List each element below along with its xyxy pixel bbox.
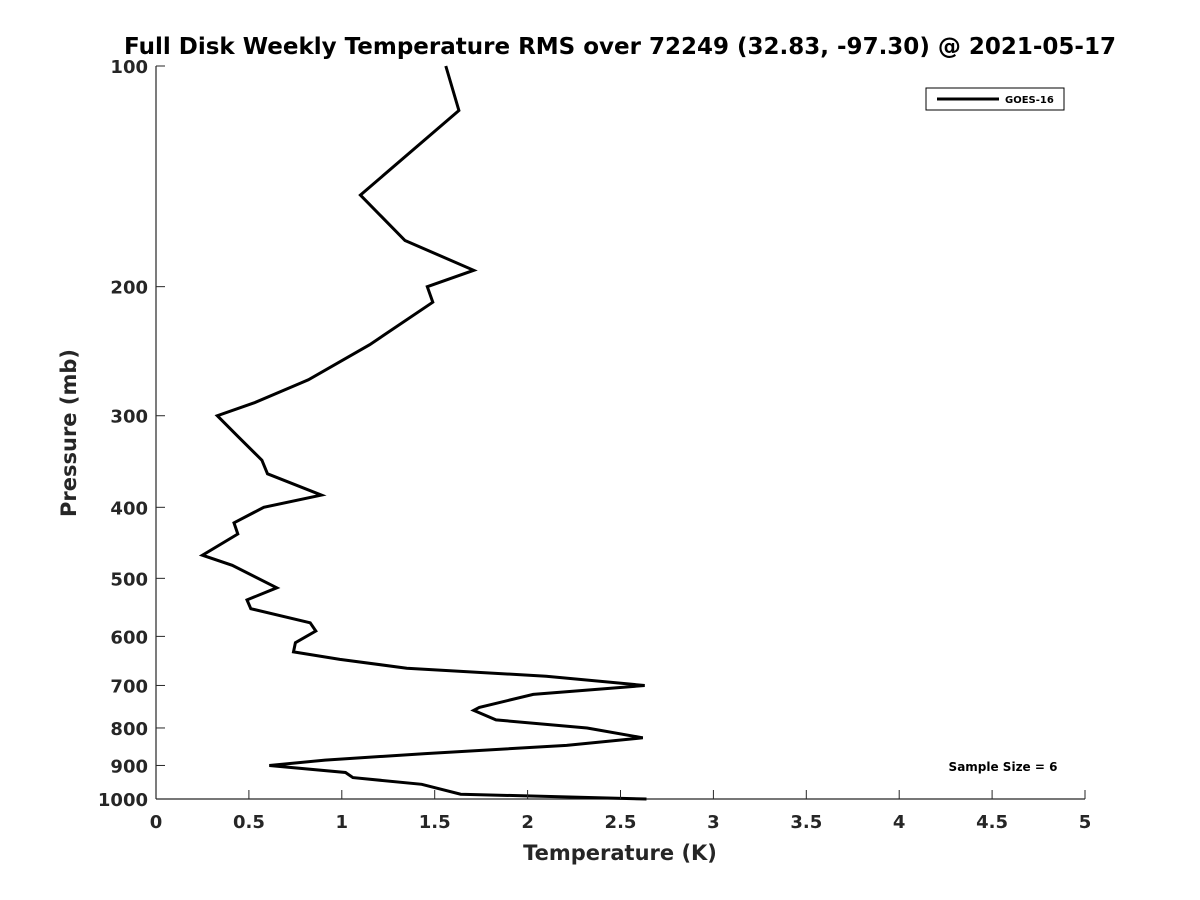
legend: GOES-16 [925,87,1065,111]
series-line-goes-16 [198,65,647,801]
y-tick-label: 900 [110,756,148,777]
y-axis-label: Pressure (mb) [57,349,81,517]
y-tick-label: 700 [110,676,148,697]
y-tick-label: 500 [110,569,148,590]
x-tick-label: 2 [521,812,534,833]
legend-entry-goes-16: GOES-16 [1005,95,1054,106]
chart-title: Full Disk Weekly Temperature RMS over 72… [124,34,1116,60]
tick-layer: 0 0.5 1 1.5 2 2.5 3 3.5 4 4.5 5 100 200 300 400 500 600 7… [98,57,1091,833]
x-tick-label: 2.5 [605,812,637,833]
y-tick-label: 800 [110,719,148,740]
x-tick-label: 0.5 [233,812,265,833]
x-tick-label: 4 [893,812,906,833]
y-tick-label: 400 [110,498,148,519]
sample-size-annotation: Sample Size = 6 [949,760,1058,774]
x-tick-label: 5 [1079,812,1092,833]
x-tick-label: 1.5 [419,812,451,833]
y-tick-label: 100 [110,57,148,78]
x-tick-label: 3.5 [790,812,822,833]
series-layer [198,65,647,801]
y-tick-label: 300 [110,407,148,428]
y-tick-label: 200 [110,278,148,299]
x-tick-label: 3 [707,812,720,833]
y-tick-label: 1000 [98,790,148,811]
x-tick-label: 1 [336,812,349,833]
x-tick-label: 0 [150,812,163,833]
y-tick-label: 600 [110,627,148,648]
x-tick-label: 4.5 [976,812,1008,833]
x-axis-label: Temperature (K) [523,841,717,865]
